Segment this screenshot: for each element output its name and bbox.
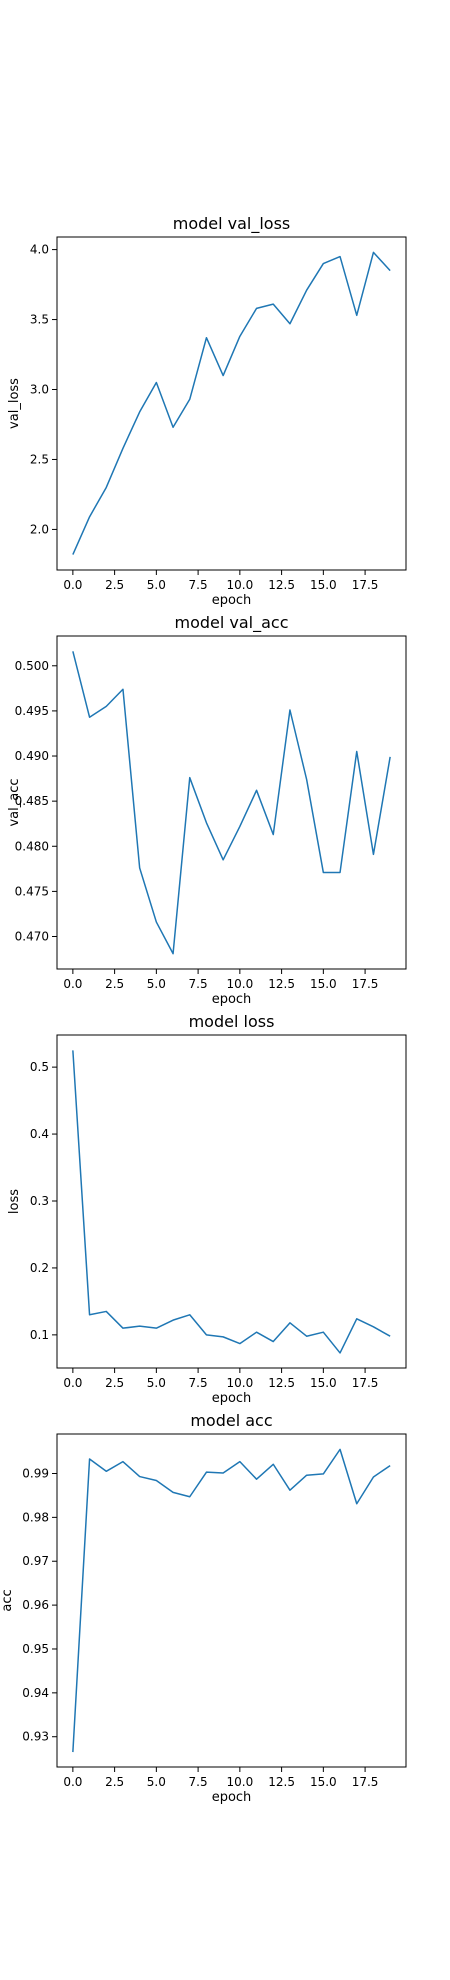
y-tick-label: 0.480 <box>15 839 49 853</box>
x-tick-label: 10.0 <box>226 1775 253 1789</box>
y-axis-label: acc <box>0 1589 15 1611</box>
y-tick-label: 0.5 <box>30 1060 49 1074</box>
x-tick-label: 10.0 <box>226 1376 253 1390</box>
y-tick-label: 0.95 <box>22 1642 49 1656</box>
x-tick-label: 12.5 <box>268 977 295 991</box>
y-tick-label: 4.0 <box>30 243 49 257</box>
x-tick-label: 5.0 <box>147 578 166 592</box>
x-tick-label: 12.5 <box>268 578 295 592</box>
x-tick-label: 5.0 <box>147 1775 166 1789</box>
x-tick-label: 2.5 <box>105 1775 124 1789</box>
x-tick-label: 10.0 <box>226 578 253 592</box>
series-line-0 <box>72 651 391 955</box>
x-tick-label: 7.5 <box>189 1376 208 1390</box>
x-tick-label: 7.5 <box>189 1775 208 1789</box>
x-tick-label: 2.5 <box>105 977 124 991</box>
x-tick-label: 17.5 <box>352 578 379 592</box>
x-tick-label: 7.5 <box>189 578 208 592</box>
x-tick-label: 15.0 <box>310 1376 337 1390</box>
chart-title: model val_loss <box>173 214 291 234</box>
y-tick-label: 0.490 <box>15 749 49 763</box>
x-tick-label: 10.0 <box>226 977 253 991</box>
y-axis-label: val_acc <box>7 778 22 826</box>
plot-frame <box>56 1433 407 1768</box>
chart-1: model val_acc 0.0 2.5 5.0 7.5 10.0 12.5 15.0 17.… <box>7 613 407 1007</box>
x-tick-label: 12.5 <box>268 1376 295 1390</box>
x-tick-label: 2.5 <box>105 1376 124 1390</box>
x-tick-label: 0.0 <box>63 1376 82 1390</box>
x-tick-label: 15.0 <box>310 1775 337 1789</box>
y-tick-label: 0.4 <box>30 1127 49 1141</box>
series-line-0 <box>72 251 391 555</box>
y-tick-label: 0.2 <box>30 1261 49 1275</box>
plot-frame <box>56 236 407 571</box>
plot-frame <box>56 1034 407 1369</box>
x-tick-label: 7.5 <box>189 977 208 991</box>
x-axis-label: epoch <box>212 992 252 1007</box>
x-tick-label: 17.5 <box>352 977 379 991</box>
chart-title: model acc <box>190 1411 272 1430</box>
x-tick-label: 0.0 <box>63 977 82 991</box>
chart-title: model val_acc <box>174 613 288 633</box>
y-tick-label: 0.475 <box>15 884 49 898</box>
x-tick-label: 5.0 <box>147 1376 166 1390</box>
chart-3: model acc 0.0 2.5 5.0 7.5 10.0 12.5 15.0 17.5 0.9… <box>0 1411 407 1805</box>
x-tick-label: 15.0 <box>310 977 337 991</box>
x-tick-label: 15.0 <box>310 578 337 592</box>
y-tick-label: 0.485 <box>15 794 49 808</box>
y-tick-label: 0.96 <box>22 1598 49 1612</box>
y-tick-label: 0.470 <box>15 930 49 944</box>
y-tick-label: 2.0 <box>30 522 49 536</box>
plot-frame <box>56 635 407 970</box>
y-tick-label: 3.0 <box>30 383 49 397</box>
y-tick-label: 0.500 <box>15 659 49 673</box>
y-tick-label: 0.94 <box>22 1686 49 1700</box>
y-tick-label: 0.97 <box>22 1554 49 1568</box>
x-tick-label: 0.0 <box>63 578 82 592</box>
y-tick-label: 2.5 <box>30 452 49 466</box>
chart-title: model loss <box>189 1012 275 1031</box>
x-tick-label: 0.0 <box>63 1775 82 1789</box>
y-axis-label: val_loss <box>7 378 22 429</box>
y-tick-label: 3.5 <box>30 313 49 327</box>
x-axis-label: epoch <box>212 1391 252 1406</box>
y-tick-label: 0.495 <box>15 704 49 718</box>
y-tick-label: 0.3 <box>30 1194 49 1208</box>
x-axis-label: epoch <box>212 1790 252 1805</box>
chart-2: model loss 0.0 2.5 5.0 7.5 10.0 12.5 15.0 17.5 0.… <box>7 1012 407 1406</box>
x-axis-label: epoch <box>212 593 252 608</box>
y-axis-label: loss <box>7 1189 22 1214</box>
x-tick-label: 2.5 <box>105 578 124 592</box>
y-tick-label: 0.93 <box>22 1730 49 1744</box>
x-tick-label: 17.5 <box>352 1376 379 1390</box>
y-tick-label: 0.98 <box>22 1510 49 1524</box>
y-tick-label: 0.1 <box>30 1328 49 1342</box>
x-tick-label: 17.5 <box>352 1775 379 1789</box>
series-line-0 <box>72 1050 391 1354</box>
y-tick-label: 0.99 <box>22 1466 49 1480</box>
x-tick-label: 12.5 <box>268 1775 295 1789</box>
x-tick-label: 5.0 <box>147 977 166 991</box>
chart-0: model val_loss 0.0 2.5 5.0 7.5 10.0 12.5 15.0 17… <box>7 214 407 608</box>
series-line-0 <box>72 1448 391 1753</box>
